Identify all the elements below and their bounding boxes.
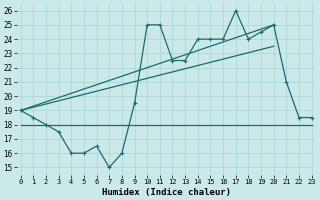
X-axis label: Humidex (Indice chaleur): Humidex (Indice chaleur) [102, 188, 231, 197]
